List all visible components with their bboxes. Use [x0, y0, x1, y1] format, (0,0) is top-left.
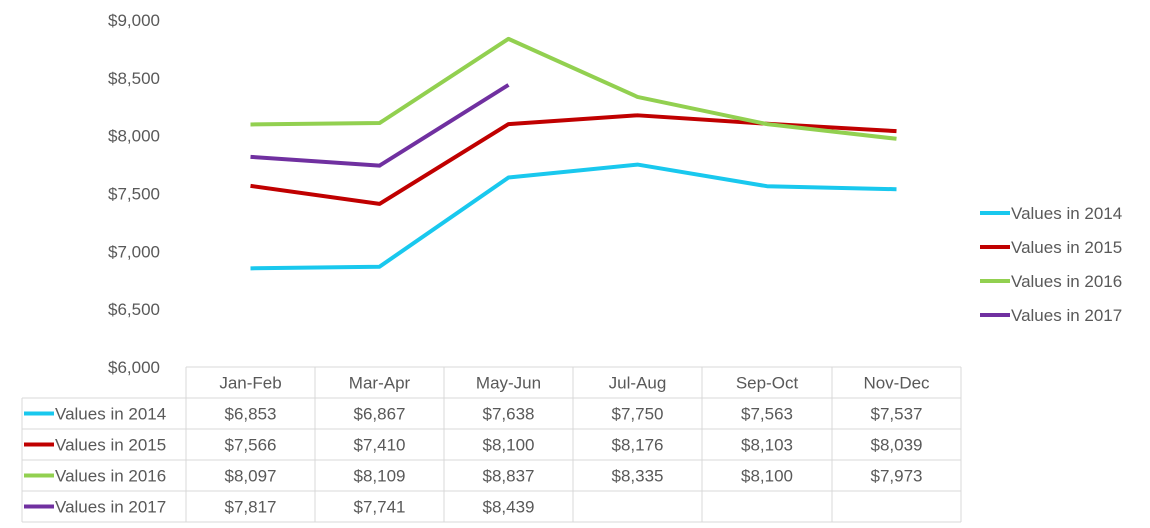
- series-line-1: [250, 162, 897, 271]
- table-cell: $8,100: [483, 436, 535, 455]
- table-header-cell: Nov-Dec: [863, 374, 930, 393]
- table-cell: $7,817: [225, 498, 277, 517]
- table-cell: $7,973: [871, 467, 923, 486]
- table-cell: $8,097: [225, 467, 277, 486]
- table-cell: $7,750: [612, 405, 664, 424]
- y-tick-label: $8,500: [108, 69, 160, 88]
- table-cell: $8,109: [354, 467, 406, 486]
- table-cell: $7,537: [871, 405, 923, 424]
- table-cell: $7,410: [354, 436, 406, 455]
- table-cell: $7,566: [225, 436, 277, 455]
- table-cell: $8,100: [741, 467, 793, 486]
- table-cell: $7,563: [741, 405, 793, 424]
- table-row-label: Values in 2017: [55, 498, 166, 517]
- table-cell: $8,837: [483, 467, 535, 486]
- table-cell: $8,335: [612, 467, 664, 486]
- table-header-cell: May-Jun: [476, 374, 541, 393]
- table-header-cell: Jul-Aug: [609, 374, 667, 393]
- y-tick-label: $6,000: [108, 358, 160, 377]
- table-header-cell: Mar-Apr: [349, 374, 411, 393]
- table-cell: $7,638: [483, 405, 535, 424]
- legend-label: Values in 2015: [1011, 238, 1122, 257]
- legend-label: Values in 2016: [1011, 272, 1122, 291]
- table-cell: $7,741: [354, 498, 406, 517]
- table-header-cell: Sep-Oct: [736, 374, 799, 393]
- table-cell: $8,039: [871, 436, 923, 455]
- table-row-label: Values in 2014: [55, 405, 166, 424]
- series-line-4: [250, 83, 510, 168]
- table-cell: $6,867: [354, 405, 406, 424]
- table-row-label: Values in 2015: [55, 436, 166, 455]
- y-tick-label: $6,500: [108, 300, 160, 319]
- y-tick-label: $9,000: [108, 11, 160, 30]
- table-cell: $8,176: [612, 436, 664, 455]
- y-tick-label: $7,500: [108, 185, 160, 204]
- table-header-cell: Jan-Feb: [219, 374, 281, 393]
- table-row-label: Values in 2016: [55, 467, 166, 486]
- y-tick-label: $8,000: [108, 127, 160, 146]
- table-cell: $8,103: [741, 436, 793, 455]
- series-line-3: [250, 36, 897, 141]
- legend-label: Values in 2014: [1011, 204, 1122, 223]
- table-cell: $8,439: [483, 498, 535, 517]
- y-tick-label: $7,000: [108, 242, 160, 261]
- table-cell: $6,853: [225, 405, 277, 424]
- legend-label: Values in 2017: [1011, 306, 1122, 325]
